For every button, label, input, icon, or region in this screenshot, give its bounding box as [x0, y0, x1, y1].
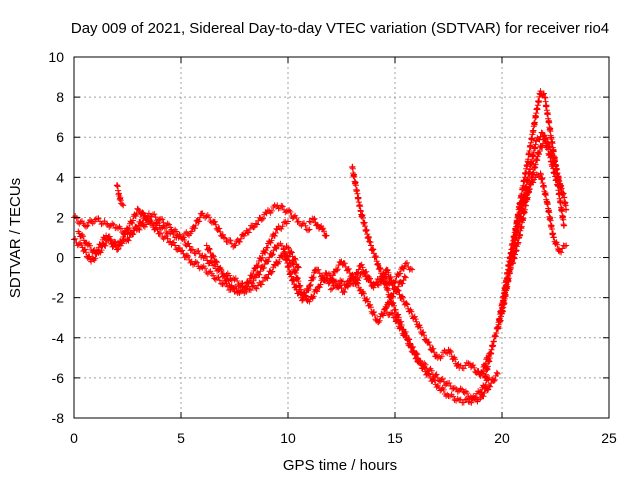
- series-marker-trail: [329, 269, 492, 378]
- x-tick-label: 5: [177, 430, 185, 446]
- x-tick-label: 20: [494, 430, 510, 446]
- data-point: [113, 224, 120, 231]
- y-tick-label: -2: [52, 290, 65, 306]
- x-tick-label: 25: [601, 430, 617, 446]
- x-tick-label: 10: [280, 430, 296, 446]
- series-marker-trail: [114, 182, 329, 239]
- data-point: [327, 286, 334, 293]
- series-track-e: [280, 246, 416, 304]
- series-track-i: [481, 88, 570, 381]
- chart-title: Day 009 of 2021, Sidereal Day-to-day VTE…: [71, 20, 609, 37]
- plot-frame: [73, 56, 610, 419]
- y-tick-label: 8: [56, 89, 64, 105]
- data-point: [145, 210, 152, 217]
- y-axis-label: SDTVAR / TECUs: [7, 178, 24, 298]
- x-tick-label: 0: [70, 430, 78, 446]
- data-point: [199, 264, 206, 271]
- data-point: [252, 274, 259, 281]
- y-tick-label: -4: [52, 330, 65, 346]
- y-tick-label: 6: [56, 129, 64, 145]
- data-point: [413, 318, 420, 325]
- y-tick-label: 2: [56, 209, 64, 225]
- data-point: [231, 276, 238, 283]
- series-track-l: [509, 135, 568, 267]
- y-tick-label: 0: [56, 250, 64, 266]
- x-axis-label: GPS time / hours: [283, 457, 397, 474]
- y-tick-label: 10: [48, 49, 64, 65]
- series-track-c: [75, 210, 302, 292]
- data-point: [306, 218, 313, 225]
- y-tick-label: -6: [52, 370, 65, 386]
- data-point: [325, 280, 332, 287]
- data-point: [295, 218, 302, 225]
- y-tick-label: 4: [56, 169, 64, 185]
- series-marker-trail: [499, 171, 568, 312]
- series-short-tracks: [113, 182, 330, 239]
- series-marker-trail: [382, 305, 500, 406]
- data-point: [310, 216, 317, 223]
- series-marker-trail: [510, 135, 567, 266]
- data-point: [120, 202, 127, 209]
- data-point: [135, 206, 142, 213]
- series-track-h: [381, 305, 501, 406]
- grid-lines: [74, 57, 609, 418]
- series-track-f: [327, 269, 493, 379]
- data-point: [210, 262, 217, 269]
- x-tick-label: 15: [387, 430, 403, 446]
- axis-ticks: 0 5 10 15 20 25 -8 -6 -4 -2 0 2 4 6 8 10: [48, 49, 617, 446]
- series-marker-trail: [482, 90, 569, 380]
- y-tick-label: -8: [52, 410, 65, 426]
- data-point: [274, 226, 281, 233]
- data-points: [71, 88, 570, 406]
